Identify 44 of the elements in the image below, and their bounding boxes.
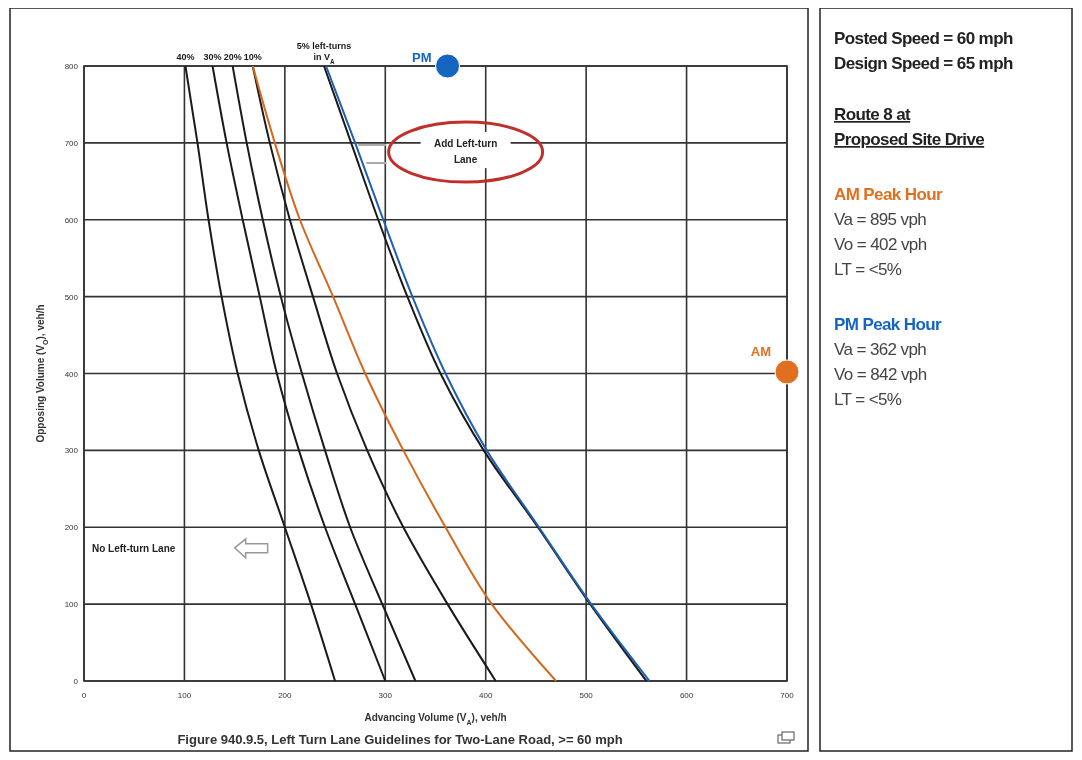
y-tick-label: 700 bbox=[64, 138, 79, 148]
text: Va = 362 vph bbox=[834, 340, 927, 359]
x-tick-label: 700 bbox=[780, 691, 795, 700]
annotation: No Left-turn Lane bbox=[92, 542, 176, 554]
x-tick-label: 100 bbox=[177, 691, 192, 700]
y-tick-label: 400 bbox=[64, 369, 79, 379]
x-tick-label: 600 bbox=[679, 691, 694, 700]
text: Proposed Site Drive bbox=[834, 130, 985, 149]
y-tick-label: 600 bbox=[64, 215, 79, 225]
x-tick-label: 400 bbox=[479, 691, 493, 700]
text: Route 8 at bbox=[834, 105, 912, 124]
text: AM Peak Hour bbox=[834, 185, 944, 204]
text: Vo = 402 vph bbox=[834, 235, 927, 254]
series-label: 5% left-turns in V$_{A}$ bbox=[296, 41, 352, 65]
text: Va = 895 vph bbox=[834, 210, 927, 229]
series-label: 20% bbox=[223, 52, 242, 62]
series-label: PM bbox=[412, 50, 432, 65]
x-axis-title: Advancing Volume (V$_{A}$), veh/h bbox=[364, 712, 507, 726]
text: Design Speed = 65 mph bbox=[834, 54, 1013, 73]
y-tick-label: 500 bbox=[64, 292, 79, 302]
x-tick-label: 500 bbox=[579, 691, 594, 700]
line-series bbox=[184, 65, 337, 682]
series-label: AM bbox=[750, 343, 771, 359]
x-tick-label: 0 bbox=[81, 691, 87, 700]
text: PM Peak Hour bbox=[834, 315, 943, 334]
series-label: 40% bbox=[176, 52, 195, 62]
line-series bbox=[211, 65, 387, 682]
line-series bbox=[251, 65, 558, 682]
x-tick-label: 300 bbox=[378, 691, 393, 700]
annotation: Add Left-turn Lane bbox=[433, 138, 498, 166]
line-series bbox=[231, 65, 417, 682]
x-tick-label: 200 bbox=[278, 691, 293, 700]
y-tick-label: 200 bbox=[64, 523, 79, 533]
y-tick-label: 300 bbox=[64, 446, 79, 456]
text: LT = <5% bbox=[834, 260, 902, 279]
y-tick-label: 800 bbox=[64, 62, 79, 71]
text: Vo = 842 vph bbox=[834, 365, 927, 384]
series-label: 10% bbox=[243, 52, 262, 62]
series-label: 30% bbox=[203, 52, 222, 62]
text: Posted Speed = 60 mph bbox=[834, 29, 1013, 48]
y-tick-label: 100 bbox=[64, 600, 79, 610]
y-tick-label: 0 bbox=[73, 677, 79, 686]
text: Figure 940.9.5, Left Turn Lane Guidelines for Two-Lane Road, >= 60 mph bbox=[177, 732, 623, 747]
text: LT = <5% bbox=[834, 390, 902, 409]
